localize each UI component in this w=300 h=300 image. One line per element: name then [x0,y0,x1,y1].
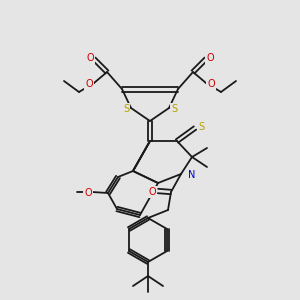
Text: O: O [84,188,92,198]
Text: N: N [188,170,195,180]
Text: S: S [198,122,204,132]
Text: S: S [171,104,177,114]
Text: O: O [207,79,215,89]
Text: O: O [148,187,156,197]
Text: O: O [85,79,93,89]
Text: O: O [86,53,94,63]
Text: S: S [123,104,129,114]
Text: O: O [206,53,214,63]
